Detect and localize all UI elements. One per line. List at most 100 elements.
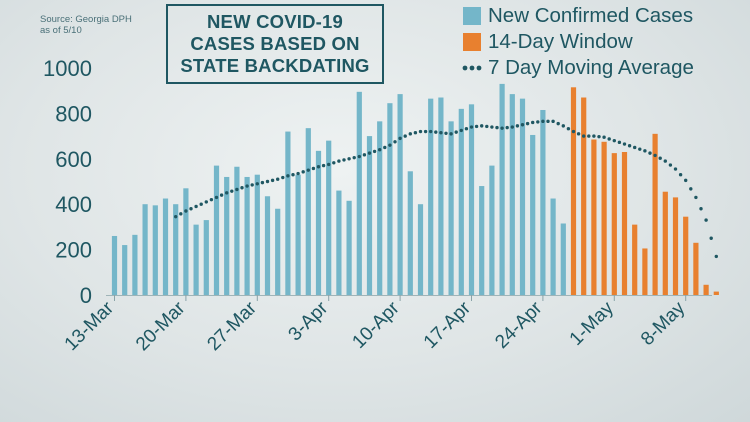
legend-label-window: 14-Day Window	[488, 30, 633, 53]
moving-average-point	[306, 168, 310, 172]
moving-average-point	[678, 172, 683, 177]
bar-confirmed	[203, 220, 209, 295]
bar-confirmed	[305, 128, 311, 295]
moving-average-point	[403, 134, 407, 138]
chart-title-line-3: STATE BACKDATING	[180, 55, 370, 76]
chart-title-line-1: NEW COVID-19	[206, 11, 344, 32]
moving-average-point	[194, 204, 198, 209]
moving-average-point	[551, 119, 555, 124]
bar-confirmed	[448, 121, 454, 295]
bar-confirmed	[336, 190, 342, 295]
moving-average-point	[602, 135, 606, 139]
bar-confirmed	[550, 198, 556, 295]
bar-confirmed	[264, 196, 271, 295]
moving-average-point	[378, 148, 382, 152]
moving-average-point	[388, 143, 392, 147]
moving-average-point	[383, 145, 387, 150]
moving-average-point	[276, 177, 280, 181]
moving-average-point	[444, 131, 448, 135]
bar-confirmed	[224, 176, 230, 295]
bar-confirmed	[132, 234, 138, 295]
bar-confirmed	[162, 198, 169, 295]
moving-average-point	[495, 125, 499, 130]
x-tick-label: 3-Apr	[285, 297, 333, 345]
moving-average-point	[510, 125, 514, 129]
moving-average-point	[561, 124, 565, 128]
bar-confirmed	[254, 174, 260, 295]
chart-title-box: NEW COVID-19 CASES BASED ON STATE BACKDA…	[166, 4, 384, 84]
bar-confirmed	[366, 136, 373, 295]
moving-average-point	[597, 134, 601, 139]
moving-average-point	[648, 151, 652, 155]
moving-average-point	[357, 154, 361, 159]
bar-confirmed	[397, 94, 403, 295]
moving-average-point	[235, 187, 239, 192]
moving-average-point	[653, 153, 657, 158]
moving-average-point	[291, 172, 295, 177]
moving-average-point	[689, 187, 693, 191]
bar-confirmed	[417, 204, 424, 295]
bar-14-day-window	[591, 139, 597, 295]
moving-average-point	[459, 128, 463, 133]
y-tick-label: 400	[55, 192, 92, 217]
moving-average-point	[429, 129, 433, 134]
bar-confirmed	[530, 134, 536, 295]
bar-confirmed	[122, 245, 128, 295]
bar-confirmed	[479, 186, 485, 295]
moving-average-point	[347, 157, 351, 161]
moving-average-point	[663, 159, 667, 163]
y-tick-label: 0	[80, 283, 92, 308]
legend-label-confirmed: New Confirmed Cases	[488, 4, 694, 27]
moving-average-point	[617, 140, 622, 145]
moving-average-point	[286, 174, 290, 178]
moving-average-point	[576, 132, 581, 136]
moving-average-point	[184, 209, 188, 213]
moving-average-point	[480, 124, 484, 128]
moving-average-point	[474, 124, 479, 129]
moving-average-point	[255, 182, 259, 186]
legend-item-confirmed: New Confirmed Cases	[462, 4, 693, 28]
moving-average-point	[505, 125, 509, 130]
x-tick-label: 20-Mar	[132, 297, 190, 355]
y-tick-label: 200	[55, 238, 92, 263]
moving-average-point	[709, 236, 713, 240]
legend-swatch-confirmed	[463, 7, 481, 25]
x-tick-label: 10-Apr	[348, 297, 404, 353]
moving-average-point	[485, 124, 489, 129]
moving-average-point	[434, 130, 438, 134]
moving-average-point	[398, 136, 402, 141]
source-date: as of 5/10	[40, 25, 82, 36]
x-tick-label: 24-Apr	[491, 297, 547, 353]
y-tick-label: 1000	[43, 56, 92, 81]
moving-average-point	[607, 137, 611, 141]
bar-confirmed	[356, 91, 362, 296]
moving-average-point	[684, 178, 688, 183]
moving-average-point	[230, 189, 234, 193]
moving-average-point	[296, 171, 300, 176]
moving-average-point	[245, 184, 249, 188]
bar-14-day-window	[703, 284, 709, 295]
bar-confirmed	[509, 94, 515, 295]
moving-average-point	[362, 153, 367, 157]
moving-average-point	[582, 134, 586, 138]
moving-average-point	[311, 166, 316, 171]
moving-average-point	[699, 207, 703, 211]
legend-item-average: 7 Day Moving Average	[462, 56, 694, 80]
bar-confirmed	[560, 223, 566, 295]
bar-14-day-window	[683, 216, 689, 295]
x-tick-label: 17-Apr	[420, 297, 476, 353]
moving-average-point	[612, 138, 616, 143]
bar-14-day-window	[570, 87, 577, 295]
moving-average-point	[704, 218, 708, 222]
moving-average-point	[423, 129, 428, 134]
moving-average-point	[250, 183, 254, 187]
moving-average-point	[520, 123, 525, 127]
bar-confirmed	[428, 98, 434, 296]
moving-average-point	[622, 142, 627, 146]
moving-average-point	[566, 127, 571, 131]
bar-14-day-window	[581, 97, 587, 295]
moving-average-point	[270, 178, 275, 183]
x-tick-label: 8-May	[637, 297, 690, 350]
bar-confirmed	[111, 235, 118, 295]
